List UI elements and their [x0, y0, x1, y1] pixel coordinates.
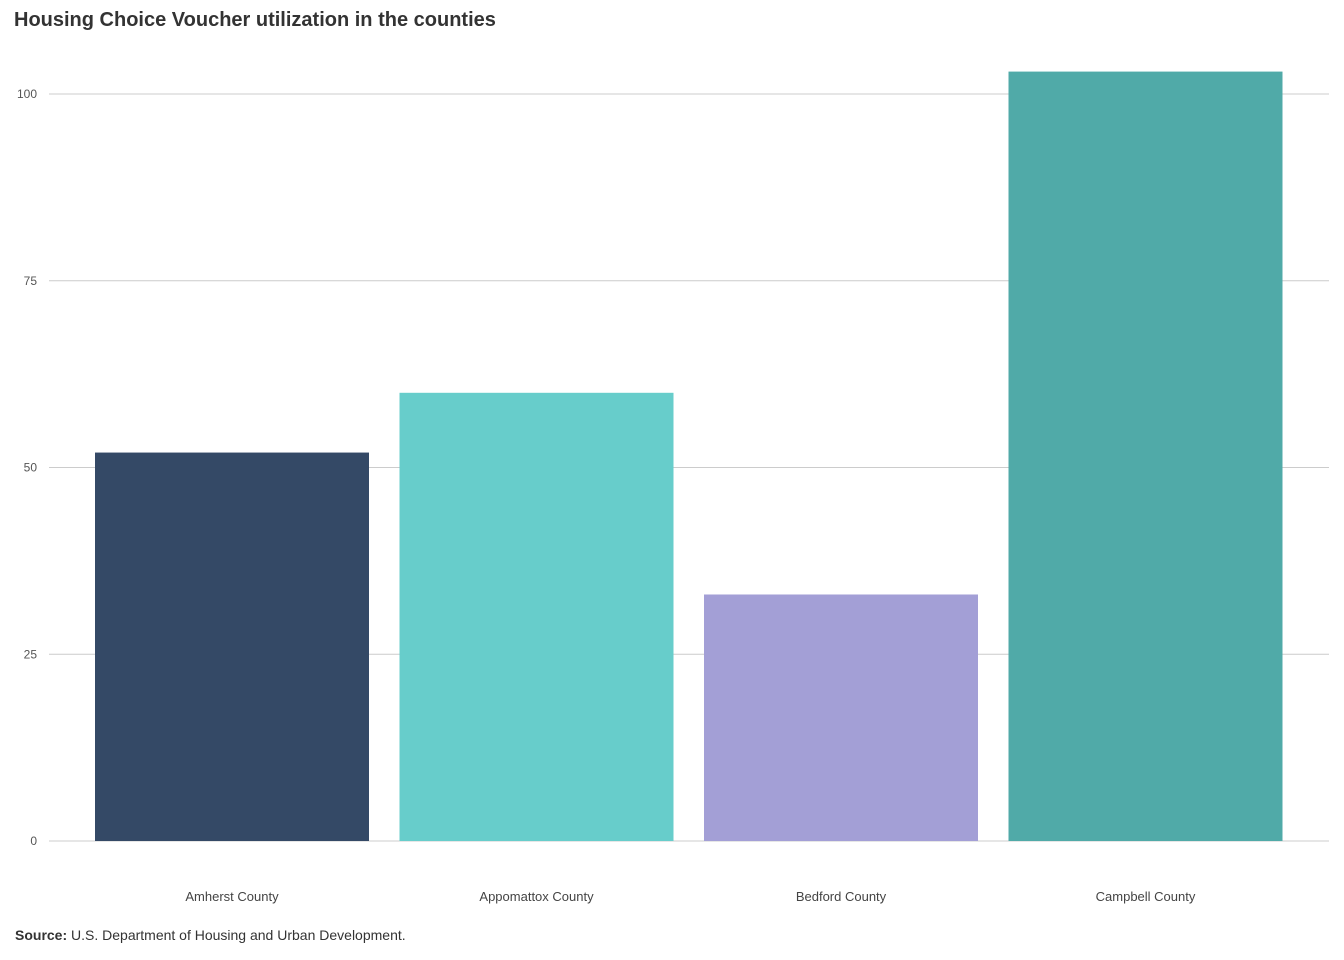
x-tick-label: Amherst County: [185, 889, 279, 904]
bar[interactable]: [399, 392, 674, 841]
source-text: U.S. Department of Housing and Urban Dev…: [71, 927, 406, 943]
x-tick-label: Appomattox County: [479, 889, 594, 904]
y-tick-label: 50: [24, 461, 38, 475]
chart-title: Housing Choice Voucher utilization in th…: [14, 9, 496, 31]
y-tick-label: 25: [24, 647, 38, 661]
y-tick-label: 100: [17, 87, 37, 101]
x-tick-label: Campbell County: [1096, 889, 1196, 904]
y-tick-label: 0: [30, 834, 37, 848]
bar[interactable]: [704, 594, 978, 841]
bar[interactable]: [95, 452, 369, 841]
bar-chart: 0 25 50 75 100 Amherst County Appomattox Count…: [17, 71, 1329, 904]
y-tick-label: 75: [24, 274, 38, 288]
source-label: Source:: [15, 927, 68, 943]
source-note: Source: U.S. Department of Housing and U…: [15, 927, 406, 943]
x-tick-label: Bedford County: [796, 889, 887, 904]
bar[interactable]: [1008, 71, 1283, 842]
